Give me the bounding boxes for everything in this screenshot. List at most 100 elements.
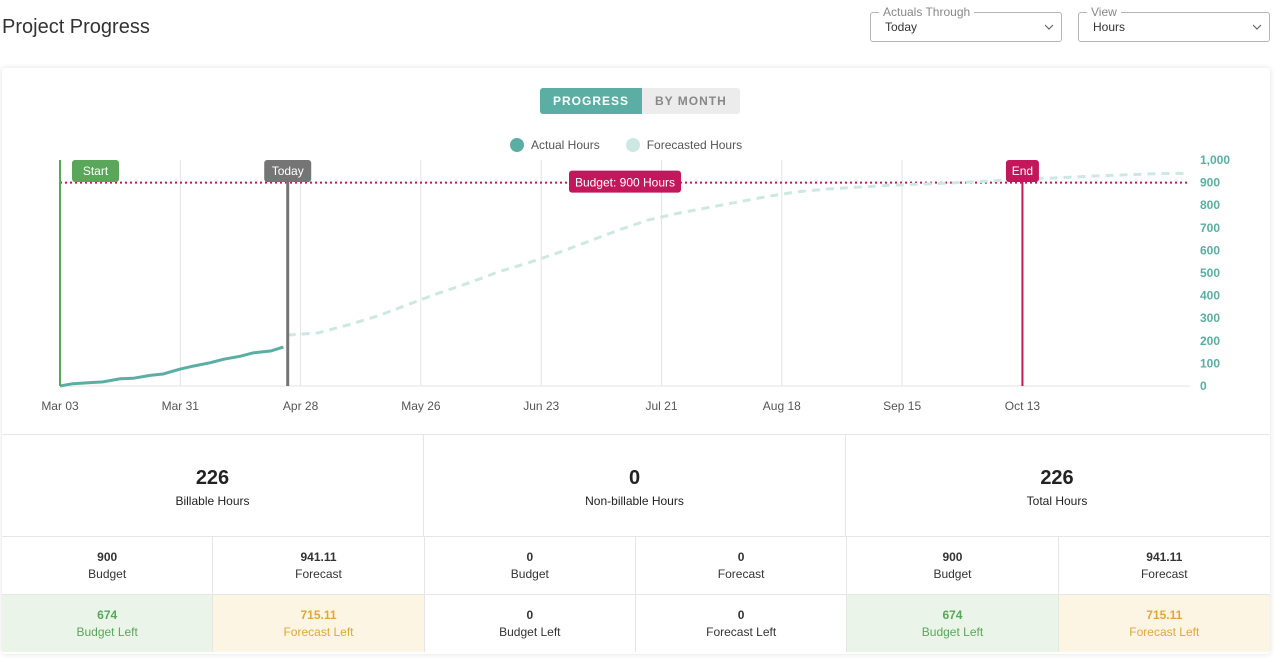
progress-card: PROGRESS BY MONTH Actual Hours Forecaste… <box>2 68 1270 654</box>
detail-cell: 900 Budget <box>2 537 214 594</box>
summary-label: Billable Hours <box>175 494 250 508</box>
remaining-cell: 715.11 Forecast Left <box>1058 595 1270 652</box>
summary-label: Non-billable Hours <box>585 494 684 508</box>
x-tick-label: Jun 23 <box>523 399 559 413</box>
view-select[interactable]: View Hours <box>1078 5 1270 42</box>
legend-label-forecast: Forecasted Hours <box>646 138 743 152</box>
y-tick-label: 100 <box>1200 356 1220 370</box>
remaining-label: Forecast Left <box>706 625 777 639</box>
summary-value: 226 <box>1040 467 1074 489</box>
detail-value: 0 <box>526 550 534 564</box>
chevron-down-icon <box>1252 24 1262 30</box>
remaining-cell: 0 Forecast Left <box>636 595 848 652</box>
actuals-through-value: Today <box>885 20 918 34</box>
view-value: Hours <box>1093 20 1126 34</box>
x-tick-label: Apr 28 <box>283 399 319 413</box>
remaining-value: 674 <box>942 608 963 622</box>
legend-dot-forecast <box>625 138 640 152</box>
actuals-through-select[interactable]: Actuals Through Today <box>870 5 1062 42</box>
remaining-label: Forecast Left <box>283 625 354 639</box>
remaining-cell: 674 Budget Left <box>847 595 1059 652</box>
x-tick-label: May 26 <box>401 399 441 413</box>
budget-label: Budget: 900 Hours <box>575 176 675 190</box>
detail-cell: 941.11 Forecast <box>213 537 425 594</box>
detail-cell: 900 Budget <box>847 537 1059 594</box>
marker-label-today: Today <box>272 164 304 178</box>
remaining-cell: 715.11 Forecast Left <box>213 595 425 652</box>
detail-cell: 0 Forecast <box>636 537 848 594</box>
detail-value: 941.11 <box>300 550 337 564</box>
y-tick-label: 900 <box>1200 176 1220 190</box>
remaining-label: Budget Left <box>499 625 561 639</box>
summary-cell: 226 Billable Hours <box>2 435 424 536</box>
marker-badge-start <box>72 160 119 182</box>
detail-label: Budget <box>88 567 127 581</box>
x-tick-label: Mar 03 <box>41 399 79 413</box>
detail-label: Budget <box>510 567 549 581</box>
detail-value: 900 <box>97 550 118 564</box>
view-legend: View <box>1087 5 1121 19</box>
y-tick-label: 400 <box>1200 289 1220 303</box>
y-tick-label: 700 <box>1200 221 1220 235</box>
detail-value: 941.11 <box>1146 550 1183 564</box>
y-tick-label: 200 <box>1200 334 1220 348</box>
remaining-value: 674 <box>97 608 118 622</box>
legend-item-forecast[interactable]: Forecasted Hours <box>625 138 743 152</box>
tab-progress[interactable]: PROGRESS <box>540 88 643 114</box>
detail-label: Forecast <box>1140 567 1188 581</box>
remaining-cell: 0 Budget Left <box>425 595 636 652</box>
budget-badge <box>569 170 681 193</box>
detail-label: Forecast <box>295 567 342 581</box>
y-tick-label: 300 <box>1200 311 1220 325</box>
legend-item-actual[interactable]: Actual Hours <box>510 138 600 152</box>
left-row: 674 Budget Left 715.11 Forecast Left 0 Budget… <box>2 594 1270 652</box>
summary-label: Total Hours <box>1026 494 1088 508</box>
remaining-value: 0 <box>737 608 745 622</box>
chart-legend: Actual Hours Forecasted Hours <box>510 138 768 152</box>
detail-cell: 0 Budget <box>425 537 636 594</box>
forecast-line <box>287 171 1186 337</box>
remaining-value: 715.11 <box>300 608 337 622</box>
detail-row: 900 Budget 941.11 Forecast 0 Budget 0 Forecast 9… <box>2 536 1270 594</box>
x-tick-label: Oct 13 <box>1005 399 1041 413</box>
marker-label-end: End <box>1012 164 1033 178</box>
detail-cell: 941.11 Forecast <box>1059 537 1270 594</box>
x-tick-label: Mar 31 <box>162 399 200 413</box>
y-tick-label: 1,000 <box>1200 153 1230 167</box>
y-tick-label: 0 <box>1200 379 1207 393</box>
page-title: Project Progress <box>2 16 150 38</box>
remaining-label: Forecast Left <box>1129 625 1200 639</box>
marker-label-start: Start <box>83 164 109 178</box>
remaining-value: 0 <box>526 608 534 622</box>
actual-line <box>59 345 284 388</box>
remaining-label: Budget Left <box>921 625 984 639</box>
view-toggle: PROGRESS BY MONTH <box>540 88 740 114</box>
x-tick-label: Sep 15 <box>883 399 921 413</box>
marker-badge-end <box>1005 160 1039 182</box>
detail-value: 900 <box>942 550 963 564</box>
stats-panel: 226 Billable Hours 0 Non-billable Hours 226 T… <box>2 434 1270 652</box>
remaining-value: 715.11 <box>1146 608 1183 622</box>
marker-badge-today <box>264 160 312 182</box>
y-tick-label: 600 <box>1200 243 1220 257</box>
summary-row: 226 Billable Hours 0 Non-billable Hours 226 T… <box>2 435 1270 536</box>
tab-by-month[interactable]: BY MONTH <box>642 88 740 114</box>
summary-cell: 226 Total Hours <box>846 435 1268 536</box>
summary-value: 226 <box>195 467 230 489</box>
x-tick-label: Jul 21 <box>646 399 678 413</box>
actuals-through-legend: Actuals Through <box>879 5 975 19</box>
summary-value: 0 <box>628 467 641 489</box>
chevron-down-icon <box>1044 24 1054 30</box>
detail-label: Forecast <box>717 567 765 581</box>
legend-dot-actual <box>510 138 524 152</box>
detail-label: Budget <box>933 567 972 581</box>
progress-chart: Mar 03 Mar 31 Apr 28 May 26 Jun 23 Jul 21 Aug … <box>41 153 1230 413</box>
detail-value: 0 <box>737 550 745 564</box>
legend-label-actual: Actual Hours <box>531 138 600 152</box>
y-tick-label: 500 <box>1200 266 1220 280</box>
summary-cell: 0 Non-billable Hours <box>424 435 846 536</box>
y-tick-label: 800 <box>1200 198 1220 212</box>
remaining-label: Budget Left <box>76 625 138 639</box>
remaining-cell: 674 Budget Left <box>2 595 214 652</box>
x-tick-label: Aug 18 <box>763 399 801 413</box>
